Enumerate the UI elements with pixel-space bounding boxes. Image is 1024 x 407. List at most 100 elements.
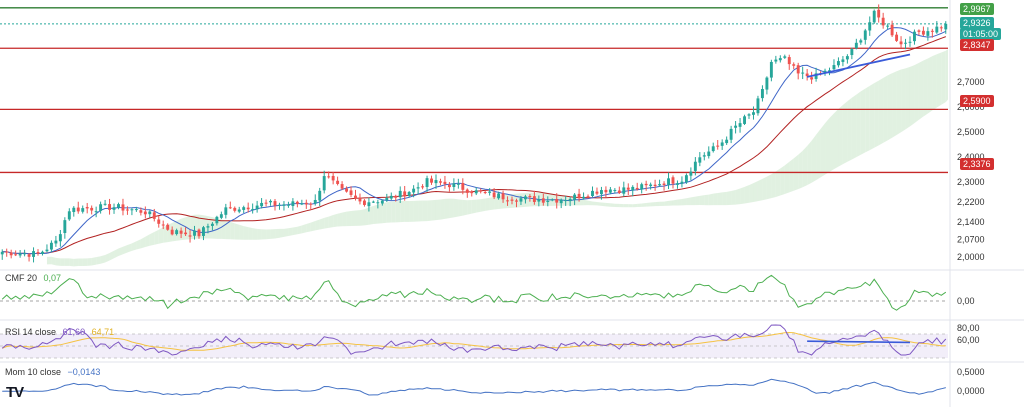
candle-body (322, 176, 326, 191)
candle-body (228, 207, 232, 209)
ichimoku-cloud-segment (802, 146, 808, 188)
rsi-line (1, 324, 947, 356)
rsi-divergence-line (807, 340, 910, 344)
candle-body (389, 195, 393, 199)
ichimoku-cloud-segment (825, 118, 830, 175)
ichimoku-cloud-segment (351, 210, 356, 227)
candle-body (635, 187, 639, 190)
candle-body (304, 202, 308, 205)
mom-legend[interactable]: Mom 10 close −0,0143 (5, 367, 104, 377)
ichimoku-cloud-segment (87, 257, 92, 266)
ichimoku-cloud-segment (619, 203, 624, 208)
ichimoku-cloud-segment (740, 186, 745, 205)
candle-body (483, 192, 487, 194)
candle-body (439, 181, 442, 183)
ichimoku-cloud-segment (592, 201, 597, 206)
candle-body (582, 196, 586, 199)
candle-body (725, 139, 729, 144)
mom-axis-label: 0,0000 (957, 386, 985, 396)
candle-body (184, 232, 188, 235)
ichimoku-cloud-segment (301, 223, 307, 234)
ichimoku-cloud-segment (355, 210, 360, 226)
candle-body (814, 73, 818, 79)
candle-body (161, 224, 165, 226)
candle-body (734, 125, 738, 128)
ichimoku-cloud-segment (368, 205, 374, 225)
ichimoku-cloud-segment (297, 225, 302, 235)
candle-body (523, 196, 527, 200)
candle-body (412, 188, 416, 193)
ichimoku-cloud-segment (458, 199, 463, 217)
ichimoku-cloud-segment (377, 203, 383, 224)
ichimoku-cloud-segment (346, 210, 352, 227)
ichimoku-cloud-segment (427, 200, 432, 222)
candle-body (528, 196, 532, 198)
ichimoku-cloud-segment (932, 54, 937, 111)
ichimoku-cloud-segment (136, 239, 141, 250)
candle-body (447, 184, 451, 188)
candle-body (568, 198, 572, 202)
ichimoku-cloud-segment (172, 220, 177, 242)
candle-body (667, 178, 670, 185)
candle-body (407, 192, 411, 196)
candle-body (738, 123, 742, 127)
candle-body (707, 151, 711, 157)
candle-body (501, 193, 505, 200)
fast-ma-line (2, 27, 947, 255)
ichimoku-cloud-segment (579, 199, 584, 206)
candle-body (398, 190, 402, 198)
ichimoku-cloud-segment (391, 201, 396, 223)
candle-body (278, 204, 281, 206)
ichimoku-cloud-segment (847, 97, 852, 162)
ichimoku-cloud-segment (927, 56, 933, 114)
ichimoku-cloud-segment (842, 101, 848, 165)
candle-body (720, 142, 724, 146)
candle-body (832, 65, 836, 70)
candle-body (148, 211, 152, 215)
candle-body (622, 187, 626, 194)
candle-body (143, 211, 147, 215)
ichimoku-cloud-segment (485, 197, 490, 211)
candle-body (890, 24, 894, 36)
candle-body (935, 26, 939, 33)
candle-body (479, 190, 483, 192)
ichimoku-cloud-segment (225, 220, 231, 240)
mom-legend-value: −0,0143 (67, 367, 101, 377)
cmf-legend[interactable]: CMF 20 0,07 (5, 273, 65, 283)
candle-body (282, 204, 286, 206)
candle-body (787, 57, 791, 65)
ichimoku-cloud-segment (610, 203, 615, 207)
candle-body (474, 190, 478, 194)
candle-body (470, 191, 474, 194)
candle-body (197, 229, 201, 237)
ichimoku-cloud-segment (749, 183, 754, 203)
ichimoku-cloud-segment (945, 49, 948, 103)
candle-body (5, 251, 9, 253)
candle-body (613, 189, 617, 191)
candle-body (895, 34, 899, 41)
candle-body (202, 227, 205, 236)
candle-body (125, 209, 129, 211)
candle-body (693, 161, 697, 171)
ichimoku-cloud-segment (100, 255, 106, 264)
rsi-legend[interactable]: RSI 14 close 61,60 64,71 (5, 327, 118, 337)
candle-body (649, 184, 653, 187)
ichimoku-cloud-segment (672, 199, 678, 206)
candle-body (112, 207, 116, 210)
candle-body (537, 199, 541, 202)
candle-body (783, 56, 787, 58)
candle-body (416, 187, 420, 189)
candle-body (684, 175, 688, 183)
candle-body (689, 171, 693, 176)
ichimoku-cloud-segment (467, 199, 472, 215)
candle-body (210, 223, 214, 226)
candle-body (904, 42, 907, 44)
candle-body (188, 235, 192, 237)
candle-body (362, 200, 366, 205)
candle-body (859, 40, 863, 43)
ichimoku-cloud-segment (583, 199, 589, 206)
ichimoku-cloud-segment (565, 196, 571, 206)
candle-body (58, 234, 62, 242)
candle-body (778, 58, 782, 61)
